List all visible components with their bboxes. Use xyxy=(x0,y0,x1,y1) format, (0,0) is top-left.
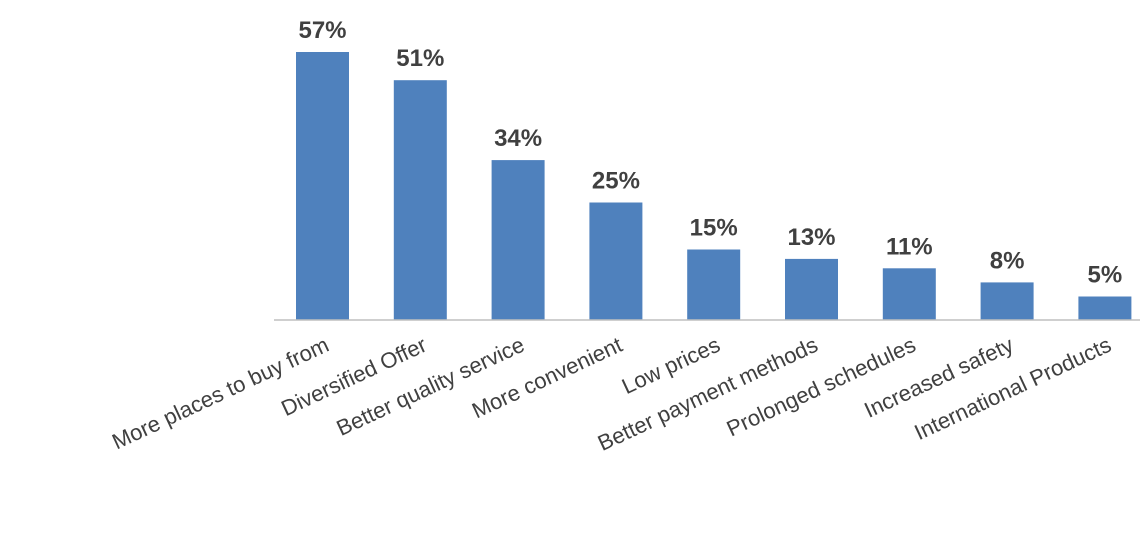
value-label-increased-safety: 8% xyxy=(990,247,1025,274)
bar-low-prices xyxy=(687,249,741,320)
bar-better-quality-service xyxy=(491,160,545,320)
value-labels-group: 57% 51% 34% 25% 15% 13% 11% 8% 5% xyxy=(298,17,1122,289)
bar-better-payment-methods xyxy=(785,258,838,320)
value-label-international-products: 5% xyxy=(1088,262,1123,289)
bar-international-products xyxy=(1078,296,1132,320)
value-label-more-places-to-buy-from: 57% xyxy=(298,17,346,44)
bar-more-places-to-buy-from xyxy=(296,52,349,320)
bar-more-convenient xyxy=(589,202,643,320)
value-label-more-convenient: 25% xyxy=(592,168,640,195)
bar-increased-safety xyxy=(980,282,1034,320)
value-label-better-quality-service: 34% xyxy=(494,125,542,152)
bar-prolonged-schedules xyxy=(882,268,936,320)
value-label-better-payment-methods: 13% xyxy=(787,224,835,251)
value-label-diversified-offer: 51% xyxy=(396,45,444,72)
bar-diversified-offer xyxy=(393,80,447,320)
bars-group xyxy=(296,52,1132,320)
value-label-low-prices: 15% xyxy=(690,215,738,242)
value-label-prolonged-schedules: 11% xyxy=(886,233,933,260)
